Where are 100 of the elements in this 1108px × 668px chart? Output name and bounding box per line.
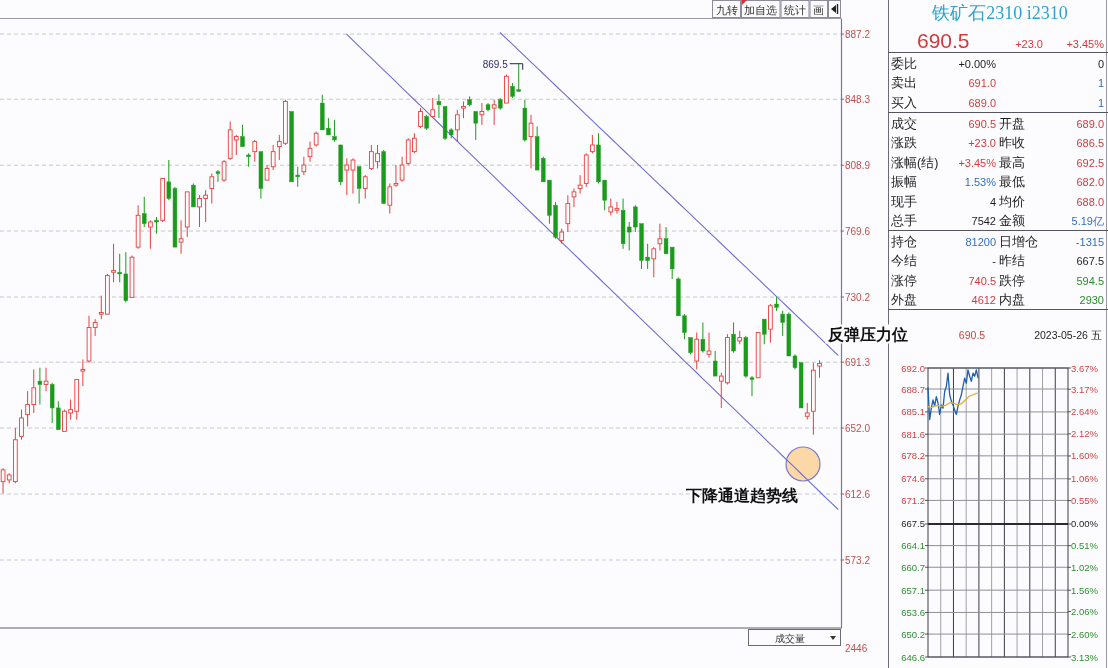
text: 682.0 [1076,176,1104,188]
y2-tick-label: 3.13% [1071,651,1099,663]
text: -1315 [1075,235,1104,248]
text: 跌停 [999,273,1025,288]
text: 667.5 [1076,255,1104,267]
text: 加自选 [744,3,778,16]
text: 692.5 [1076,156,1104,169]
text: +0.00% [958,57,997,70]
y2-tick-label: 3.17% [1071,383,1099,395]
text: +23.0 [1015,38,1043,50]
text: 690.5 [958,329,986,341]
text: 1.53% [964,176,997,188]
text: 现手 [891,194,917,209]
text: 成交 [891,115,917,131]
text: 2023-05-26 五 [1034,329,1102,341]
y2-tick-label: 1.02% [1071,561,1099,573]
line-series [927,369,979,421]
y-tick-label: 612.6 [845,488,871,500]
annotation: 869.5 [482,58,509,70]
y2-tick-label: 2.12% [1071,428,1099,440]
text: 卖出 [891,76,917,90]
text: - [992,255,997,267]
y2-tick-label: 1.60% [1071,450,1099,462]
text: 涨幅(结) [891,155,939,170]
y-tick-label: 692.0 [901,362,925,374]
text: 4612 [971,294,996,306]
y-tick-label: 808.9 [845,159,871,171]
y-tick-label: 657.1 [901,584,925,596]
text: 委比 [891,56,917,71]
y-tick-label: 678.2 [901,450,925,462]
text: 688.0 [1076,195,1104,208]
text: 5.19亿 [1071,215,1104,227]
y-tick-label: 667.5 [901,518,925,530]
text: 金额 [999,214,1025,228]
y-tick-label: 848.3 [845,93,871,105]
y-tick-label: 671.2 [901,494,925,506]
y2-tick-label: 0.00% [1071,518,1099,530]
y-tick-label: 769.6 [845,225,871,237]
y-tick-label: 653.6 [901,606,925,618]
text: 1 [1097,96,1104,109]
text: 594.5 [1076,274,1104,287]
text: 昨收 [999,136,1025,150]
y2-tick-label: 2.60% [1071,628,1099,640]
text: 振幅 [891,175,917,189]
text: +23.0 [968,137,996,149]
y-tick-label: 660.7 [901,561,925,573]
y-tick-label: 646.6 [901,651,925,663]
text: +3.45% [958,156,997,169]
text: 2930 [1079,294,1104,306]
y-tick-label: 674.6 [901,473,925,485]
text: 81200 [965,235,996,248]
text: 昨结 [999,254,1025,268]
y2-tick-label: 0.55% [1071,495,1099,507]
text: 内盘 [999,293,1025,307]
y-tick-label: 664.1 [901,540,925,552]
y2-tick-label: 2.06% [1071,606,1099,618]
text: 铁矿石2310 i2310 [931,3,1068,23]
text: 外盘 [891,293,917,307]
line-series [927,392,979,409]
annotation: 下降通道趋势线 [685,487,798,504]
text: 总手 [890,214,917,228]
text: 今结 [891,254,917,268]
y-tick-label: 730.2 [845,291,871,303]
text: 690.5 [917,29,970,52]
y2-tick-label: 2.64% [1071,406,1099,418]
y-tick-label: 887.2 [845,28,871,40]
y-tick-label: 688.7 [901,383,925,395]
text: 涨停 [891,273,917,288]
y2-tick-label: 1.56% [1071,584,1099,596]
text: 最低 [999,175,1025,189]
y2-tick-label: 1.06% [1071,473,1099,485]
y-tick-label: 650.2 [901,628,925,640]
y2-tick-label: 0.51% [1071,540,1099,552]
y-tick-label: 573.2 [845,554,871,566]
y-tick-label: 691.3 [845,356,871,368]
text: 689.0 [1076,117,1104,130]
text: 7542 [971,215,996,227]
text: 成交量 [775,632,805,644]
text: 九转 [715,3,738,16]
text: 740.5 [968,274,996,287]
text: 买入 [891,95,917,110]
y2-tick-label: 3.67% [1071,362,1099,374]
text: +3.45% [1066,38,1105,50]
annotation: 反弹压力位 [827,325,908,343]
text: 日增仓 [999,234,1038,249]
text: 4 [989,195,996,208]
text: 最高 [999,154,1025,170]
text: 画 [813,3,825,16]
y-tick-label: 681.6 [901,428,925,440]
text: 统计 [784,3,806,16]
text: 开盘 [999,116,1025,131]
text: 1 [1097,77,1104,89]
y-tick-label: 685.1 [901,406,925,418]
text: 691.0 [968,77,996,89]
y-tick-label: 652.0 [845,422,871,434]
text: 均价 [998,194,1025,209]
text: 690.5 [968,117,996,130]
text: 2446 [845,643,868,654]
text: 持仓 [891,234,917,249]
text: 涨跌 [891,136,917,150]
